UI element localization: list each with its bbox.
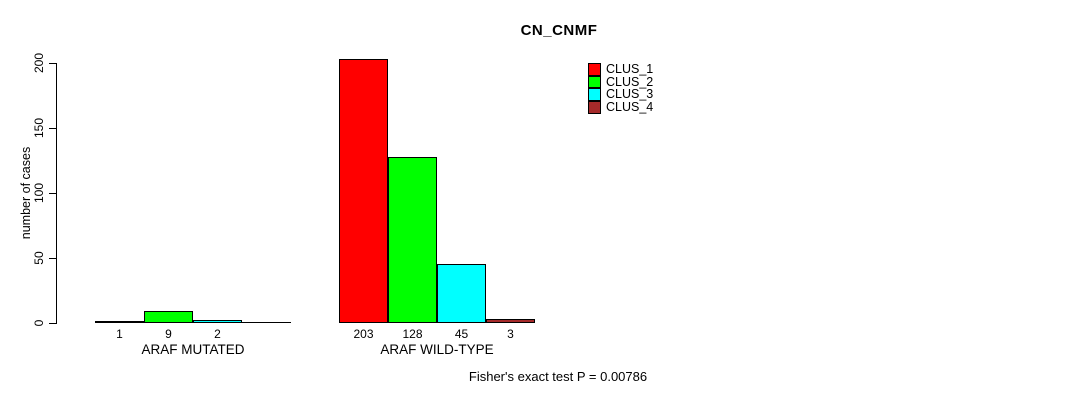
bar <box>339 59 388 323</box>
y-tick-mark <box>49 258 56 259</box>
y-tick-mark <box>49 193 56 194</box>
bar-value-label: 1 <box>116 327 123 341</box>
bar-value-label: 2 <box>214 327 221 341</box>
bar-value-label: 3 <box>507 327 514 341</box>
chart-title: CN_CNMF <box>520 22 598 39</box>
bar <box>388 157 437 323</box>
legend-row: CLUS_4 <box>588 101 653 114</box>
legend-label: CLUS_3 <box>606 87 654 102</box>
group-label: ARAF WILD-TYPE <box>380 342 494 357</box>
bar-value-label: 9 <box>165 327 172 341</box>
y-tick-label: 50 <box>32 251 46 265</box>
legend-swatch <box>588 101 601 114</box>
group-label: ARAF MUTATED <box>141 342 245 357</box>
legend-label: CLUS_4 <box>606 100 654 115</box>
legend-row: CLUS_2 <box>588 74 654 89</box>
y-tick-mark <box>49 323 56 324</box>
bar <box>95 321 144 323</box>
legend-label: CLUS_2 <box>606 74 654 89</box>
y-tick-label: 0 <box>32 319 46 327</box>
footer-stat-text: Fisher's exact test P = 0.00786 <box>468 369 648 384</box>
y-tick-mark <box>49 128 56 129</box>
legend-row: CLUS_1 <box>588 63 653 76</box>
y-tick-label: 150 <box>32 117 46 139</box>
legend-swatch <box>588 75 601 89</box>
bar <box>193 320 242 323</box>
bar <box>437 264 486 323</box>
bar <box>486 319 535 323</box>
y-tick-label: 200 <box>32 52 46 74</box>
bar-value-label: 45 <box>454 327 469 341</box>
legend-swatch <box>588 63 601 76</box>
bar <box>144 311 193 323</box>
legend-row: CLUS_3 <box>588 87 654 102</box>
y-axis-line <box>56 63 57 324</box>
y-tick-label: 100 <box>32 182 46 204</box>
y-tick-mark <box>49 63 56 64</box>
legend-swatch <box>588 88 601 102</box>
legend-label: CLUS_1 <box>606 62 654 76</box>
bar-value-label: 203 <box>353 327 374 341</box>
y-axis-label: number of cases <box>19 146 33 240</box>
bar-value-label: 128 <box>402 327 423 341</box>
legend: CLUS_1 CLUS_2 CLUS_3 CLUS_4 <box>588 63 653 114</box>
bar <box>242 322 291 323</box>
